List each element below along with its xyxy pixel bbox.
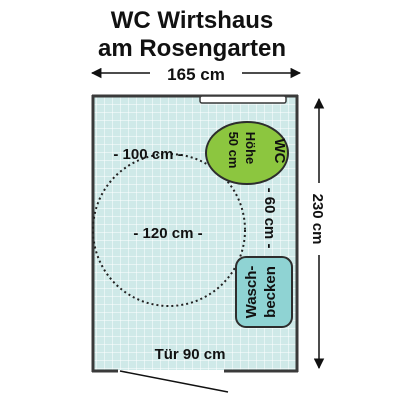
turning-circle	[92, 153, 246, 307]
basin-label-line-2: becken	[262, 266, 279, 318]
wc-label: WC	[271, 139, 288, 164]
title-line-2: am Rosengarten	[98, 35, 286, 62]
wc-basin-distance-label: - 60 cm -	[261, 188, 278, 249]
title-line-1: WC Wirtshaus	[111, 7, 273, 34]
wash-basin	[235, 256, 293, 328]
wc-toilet	[205, 121, 289, 185]
wc-height-value: 50 cm	[226, 132, 241, 169]
width-label-background	[150, 62, 242, 84]
turning-circle-depth-label: - 120 cm -	[133, 225, 202, 242]
wc-height-label: Höhe	[243, 132, 258, 165]
room-width-label: 165 cm	[167, 65, 225, 84]
turning-circle-width-label: - 100 cm -	[113, 146, 182, 163]
door-width-label: Tür 90 cm	[155, 346, 226, 363]
door-leaf	[119, 370, 229, 393]
depth-label-background	[308, 183, 330, 255]
basin-label-line-1: Wasch-	[243, 266, 260, 319]
wall-fixture-top	[199, 95, 287, 104]
room-depth-label: 230 cm	[309, 194, 326, 245]
